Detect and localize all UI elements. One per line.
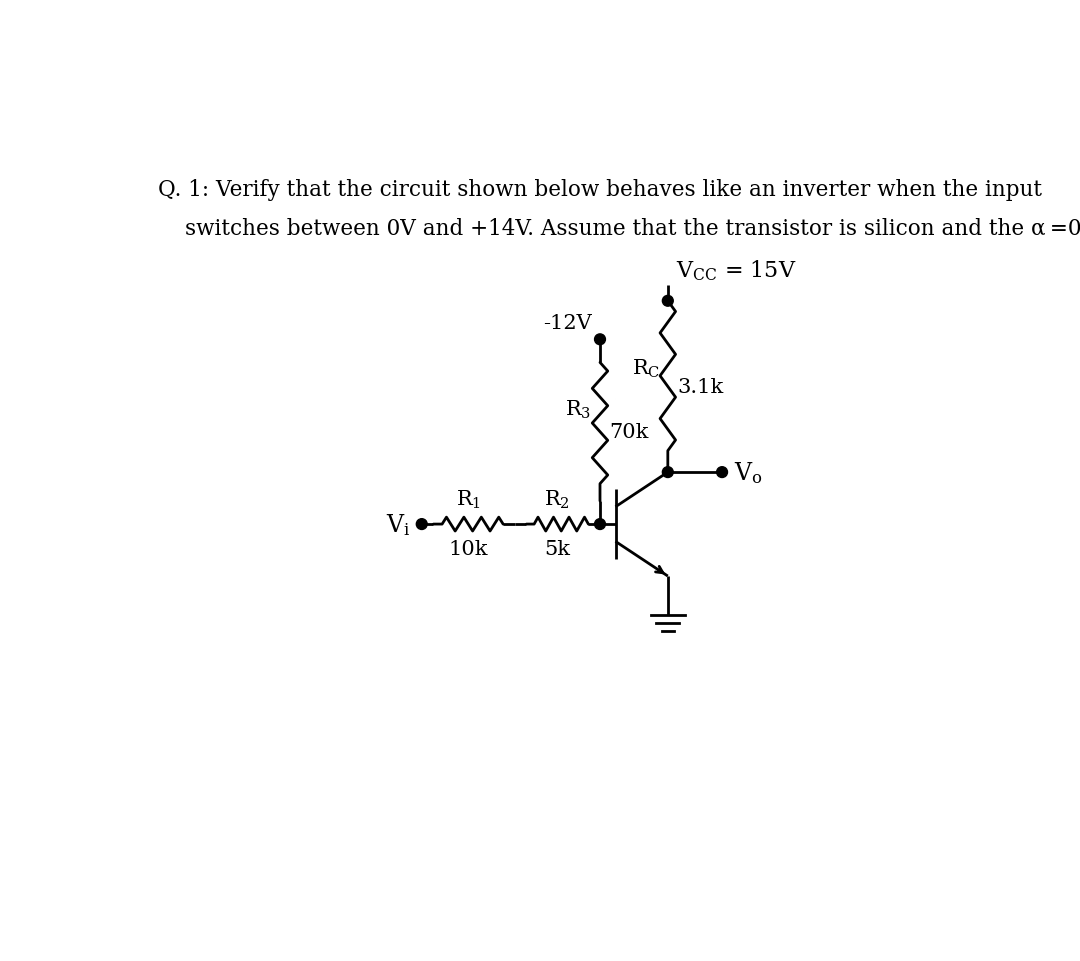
Circle shape — [595, 334, 606, 345]
Text: switches between 0V and +14V. Assume that the transistor is silicon and the α =0: switches between 0V and +14V. Assume tha… — [186, 217, 1080, 239]
Text: $\mathregular{R_2}$: $\mathregular{R_2}$ — [544, 488, 570, 510]
Circle shape — [416, 519, 428, 530]
Text: $\mathregular{R_3}$: $\mathregular{R_3}$ — [565, 399, 591, 421]
Text: $\mathregular{R_1}$: $\mathregular{R_1}$ — [456, 488, 481, 510]
Text: 5k: 5k — [544, 540, 570, 559]
Circle shape — [662, 467, 673, 478]
Text: 3.1k: 3.1k — [677, 378, 724, 397]
Text: $\mathregular{V_{CC}}$ = 15V: $\mathregular{V_{CC}}$ = 15V — [676, 258, 796, 283]
Text: $\mathregular{V_o}$: $\mathregular{V_o}$ — [733, 459, 762, 485]
Circle shape — [595, 519, 606, 530]
Text: $\mathregular{V_i}$: $\mathregular{V_i}$ — [386, 511, 410, 537]
Text: $\mathregular{R_C}$: $\mathregular{R_C}$ — [632, 357, 660, 380]
Text: 70k: 70k — [609, 423, 649, 442]
Text: Q. 1: Verify that the circuit shown below behaves like an inverter when the inpu: Q. 1: Verify that the circuit shown belo… — [159, 179, 1042, 201]
Circle shape — [662, 296, 673, 307]
Text: -12V: -12V — [543, 313, 592, 333]
Circle shape — [717, 467, 728, 478]
Text: 10k: 10k — [448, 540, 488, 559]
